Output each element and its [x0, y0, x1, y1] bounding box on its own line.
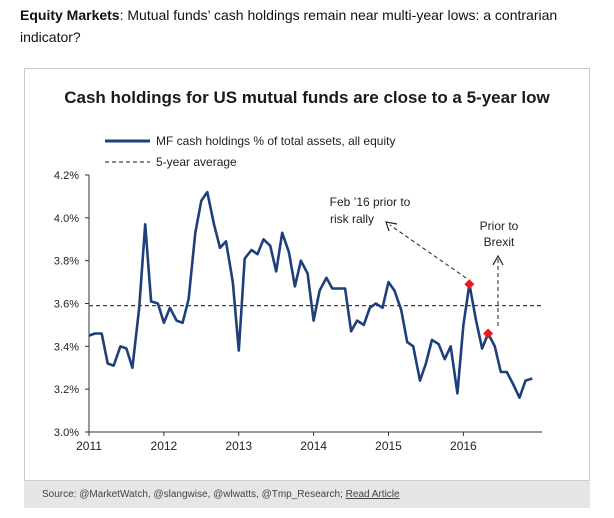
annotation-brexit: Prior to Brexit: [480, 219, 519, 326]
x-tick-label: 2016: [450, 439, 477, 453]
annotation-brexit-arrowhead: [492, 254, 504, 266]
annotation-feb-arrow: [389, 224, 467, 279]
y-tick-label: 3.4%: [54, 341, 79, 353]
series-line-mf-cash-holdings: [88, 190, 533, 400]
read-article-link[interactable]: Read Article: [345, 489, 400, 500]
axes: 3.0% 3.2% 3.4% 3.6% 3.8% 4.0% 4.2% 2011 2012 2013…: [54, 170, 542, 453]
x-tick-label: 2013: [225, 439, 252, 453]
legend: MF cash holdings % of total assets, all …: [105, 134, 395, 169]
heading-bold: Equity Markets: [20, 7, 120, 23]
highlight-marker: [483, 328, 494, 339]
y-tick-label: 4.0%: [54, 213, 79, 225]
source-bar: Source: @MarketWatch, @slangwise, @wlwat…: [24, 480, 590, 508]
y-tick-label: 3.6%: [54, 299, 79, 311]
annotation-feb-line1: Feb ’16 prior to: [330, 195, 411, 209]
legend-avg-label: 5-year average: [156, 155, 237, 169]
heading-text: : Mutual funds’ cash holdings remain nea…: [20, 7, 558, 45]
highlight-markers: [464, 279, 494, 339]
y-tick-label: 3.0%: [54, 427, 79, 439]
y-tick-label: 4.2%: [54, 170, 79, 182]
annotation-feb-arrowhead: [385, 221, 398, 232]
annotation-feb: Feb ’16 prior to risk rally: [330, 195, 467, 279]
annotation-brexit-line2: Brexit: [484, 235, 515, 249]
series-group: [88, 190, 533, 400]
highlight-marker: [464, 279, 475, 290]
annotation-feb-line2: risk rally: [330, 212, 374, 226]
x-tick-label: 2015: [375, 439, 402, 453]
legend-series-label: MF cash holdings % of total assets, all …: [156, 134, 395, 148]
source-text: Source: @MarketWatch, @slangwise, @wlwat…: [42, 489, 346, 500]
page-heading: Equity Markets: Mutual funds’ cash holdi…: [20, 4, 580, 48]
chart-title: Cash holdings for US mutual funds are cl…: [64, 88, 550, 107]
x-tick-label: 2011: [76, 439, 102, 453]
annotation-brexit-line1: Prior to: [480, 219, 519, 233]
y-tick-label: 3.8%: [54, 256, 79, 268]
x-tick-label: 2014: [300, 439, 327, 453]
x-tick-label: 2012: [151, 439, 178, 453]
y-tick-label: 3.2%: [54, 384, 79, 396]
